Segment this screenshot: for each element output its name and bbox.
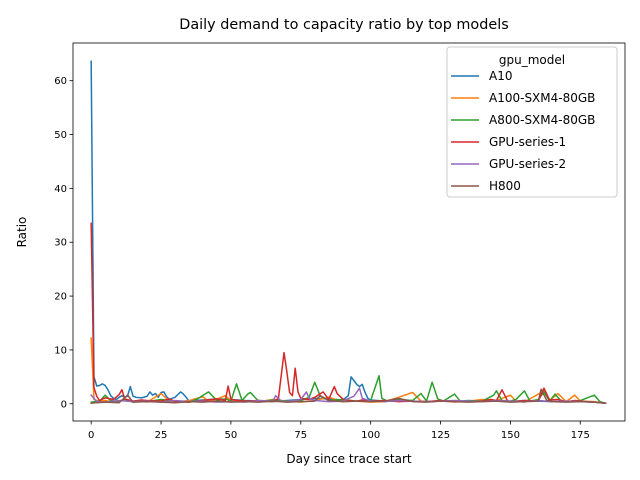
legend-title: gpu_model [499,53,565,67]
legend-label: A100-SXM4-80GB [489,91,595,105]
x-tick-label: 150 [501,430,520,441]
y-tick-label: 60 [54,76,67,87]
chart-title: Daily demand to capacity ratio by top mo… [179,17,508,33]
legend-label: GPU-series-2 [489,157,566,171]
x-tick-label: 75 [294,430,307,441]
x-tick-label: 0 [88,430,94,441]
legend-label: GPU-series-1 [489,135,566,149]
x-tick-label: 25 [155,430,168,441]
y-tick-label: 40 [54,184,67,195]
plot-frame [72,42,626,422]
series-line-h800 [90,388,607,405]
y-axis-label: Ratio [15,217,29,248]
legend: gpu_model A10 A100-SXM4-80GB A800-SXM4-80G… [446,46,618,198]
legend-entries: A10 A100-SXM4-80GB A800-SXM4-80GB GPU-serie… [451,69,595,193]
x-tick-label: 125 [431,430,450,441]
x-axis: 0 25 50 75 100 125 150 175 [88,421,590,441]
x-tick-label: 50 [225,430,238,441]
legend-label: H800 [489,179,521,193]
legend-label: A10 [489,69,512,83]
y-tick-label: 50 [54,130,67,141]
y-tick-label: 20 [54,292,67,303]
y-tick-label: 30 [54,238,67,249]
x-tick-label: 100 [361,430,380,441]
y-tick-label: 0 [61,399,67,410]
x-tick-label: 175 [571,430,590,441]
y-tick-label: 10 [54,345,67,356]
series-line-gpu-series-2 [90,387,607,405]
legend-box [446,46,618,198]
series-layer [90,60,607,405]
y-axis: 0 10 20 30 40 50 60 [54,76,73,410]
x-axis-label: Day since trace start [286,452,412,466]
legend-label: A800-SXM4-80GB [489,113,595,127]
